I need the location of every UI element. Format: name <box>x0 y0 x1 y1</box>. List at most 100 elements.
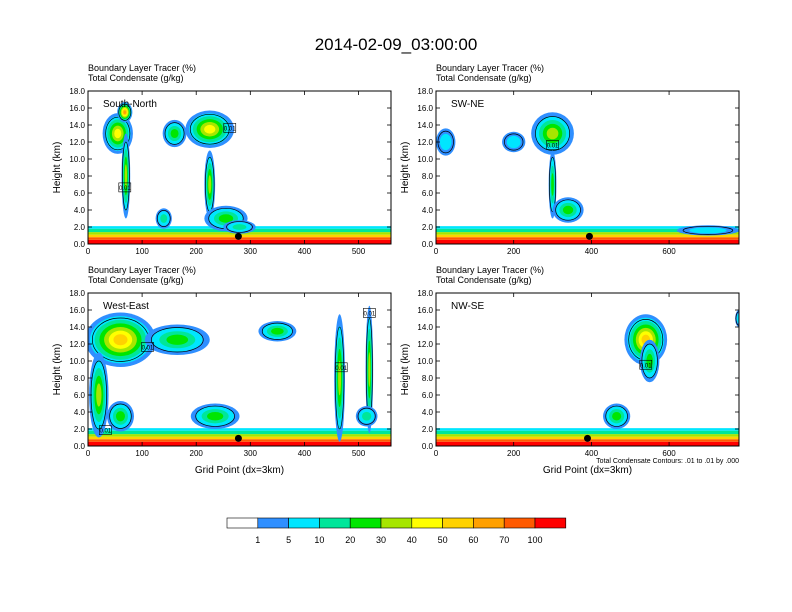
colorbar-label: 40 <box>407 535 417 545</box>
x-tick-label: 600 <box>662 247 676 256</box>
panel-title-condensate: Total Condensate (g/kg) <box>436 275 532 285</box>
panel-title-tracer: Boundary Layer Tracer (%) <box>88 63 196 73</box>
contour-label: 0.01 <box>119 186 131 192</box>
tracer-region <box>170 128 179 139</box>
condensate-contour <box>641 343 658 379</box>
condensate-contour <box>555 199 581 221</box>
boundary-layer-band <box>436 232 739 235</box>
y-tick-label: 16.0 <box>69 104 85 113</box>
colorbar-swatch <box>226 517 259 529</box>
x-tick-label: 300 <box>244 449 258 458</box>
contour-label-box <box>223 123 237 133</box>
condensate-contour <box>682 225 734 235</box>
condensate-contour <box>150 327 204 353</box>
tracer-region <box>689 227 727 234</box>
contour-label: 0.01 <box>99 429 111 435</box>
y-tick-label: 16.0 <box>417 306 433 315</box>
colorbar-label: 30 <box>376 535 386 545</box>
x-tick-label: 100 <box>135 449 149 458</box>
colorbar: 1 5 10 20 30 40 50 60 70 100 <box>226 517 567 545</box>
y-tick-label: 12.0 <box>69 138 85 147</box>
colorbar-swatch <box>503 517 536 529</box>
boundary-layer-band <box>88 430 391 435</box>
tracer-region <box>114 128 122 139</box>
panel-title-condensate: Total Condensate (g/kg) <box>436 73 532 83</box>
condensate-contour <box>504 133 524 151</box>
colorbar-label: 20 <box>345 535 355 545</box>
y-tick-label: 10.0 <box>417 357 433 366</box>
colorbar-label: 50 <box>438 535 448 545</box>
tracer-region <box>124 164 128 188</box>
contour-label-box <box>141 342 154 352</box>
figure-title: 2014-02-09_03:00:00 <box>315 35 478 54</box>
colorbar-label: 10 <box>314 535 324 545</box>
plot-frame <box>435 292 740 447</box>
boundary-layer-band <box>436 428 739 431</box>
y-tick-label: 8.0 <box>422 172 434 181</box>
x-tick-label: 300 <box>244 247 258 256</box>
y-tick-label: 18.0 <box>69 87 85 96</box>
tracer-region <box>123 110 127 115</box>
y-tick-label: 0.0 <box>74 240 86 249</box>
condensate-contour <box>549 156 556 213</box>
contour-note: Total Condensate Contours: .01 to .01 by… <box>596 458 739 465</box>
colorbar-swatch <box>319 517 351 529</box>
condensate-contour <box>105 116 131 151</box>
contour-label-box <box>363 308 376 318</box>
contour-label-box <box>639 359 653 370</box>
tracer-region <box>439 133 452 151</box>
y-tick-label: 16.0 <box>69 306 85 315</box>
y-tick-label: 6.0 <box>74 391 86 400</box>
y-axis-label: Height (km) <box>52 142 63 194</box>
y-tick-label: 12.0 <box>417 340 433 349</box>
tracer-region <box>204 124 216 134</box>
tracer-region <box>208 175 212 194</box>
y-tick-label: 14.0 <box>69 121 85 130</box>
y-tick-label: 2.0 <box>422 223 434 232</box>
y-tick-label: 12.0 <box>417 138 433 147</box>
plot-frame <box>87 90 392 245</box>
colorbar-swatch <box>442 517 474 529</box>
contour-label-box <box>334 362 348 373</box>
x-axis-label: Grid Point (dx=3km) <box>195 465 284 476</box>
condensate-contour <box>226 221 253 233</box>
condensate-contour <box>109 403 132 429</box>
colorbar-swatch <box>473 517 505 529</box>
y-tick-label: 8.0 <box>422 374 434 383</box>
y-tick-label: 16.0 <box>417 104 433 113</box>
y-tick-label: 6.0 <box>422 391 434 400</box>
tracer-region <box>736 313 739 324</box>
y-tick-label: 0.0 <box>74 442 86 451</box>
panel-south-north: Boundary Layer Tracer (%)Total Condensat… <box>52 63 392 256</box>
tracer-region <box>232 224 247 230</box>
tracer-region <box>271 327 284 335</box>
x-tick-label: 200 <box>190 247 204 256</box>
condensate-contour <box>122 141 130 211</box>
contour-label: 0.01 <box>640 363 652 369</box>
colorbar-swatch <box>349 517 382 529</box>
y-tick-label: 8.0 <box>74 172 86 181</box>
location-marker <box>234 232 242 240</box>
panel-title-condensate: Total Condensate (g/kg) <box>88 73 184 83</box>
tracer-region <box>546 127 559 140</box>
colorbar-swatch <box>257 517 289 529</box>
tracer-region <box>562 205 574 215</box>
y-tick-label: 4.0 <box>422 408 434 417</box>
x-tick-label: 0 <box>434 449 439 458</box>
condensate-contour <box>156 209 171 228</box>
panel-title-condensate: Total Condensate (g/kg) <box>88 275 184 285</box>
y-tick-label: 14.0 <box>417 121 433 130</box>
contour-label-box <box>99 425 112 436</box>
x-tick-label: 400 <box>585 449 599 458</box>
y-tick-label: 18.0 <box>69 289 85 298</box>
boundary-layer-band <box>436 228 739 233</box>
panel-sw-ne: Boundary Layer Tracer (%)Total Condensat… <box>400 63 740 256</box>
condensate-contour <box>118 103 132 121</box>
colorbar-swatch <box>534 517 567 529</box>
condensate-contour <box>357 407 376 425</box>
y-tick-label: 10.0 <box>417 155 433 164</box>
colorbar-swatch <box>288 517 320 529</box>
contour-label: 0.01 <box>224 126 236 132</box>
colorbar-label: 5 <box>286 535 291 545</box>
panel-label: West-East <box>103 301 149 312</box>
